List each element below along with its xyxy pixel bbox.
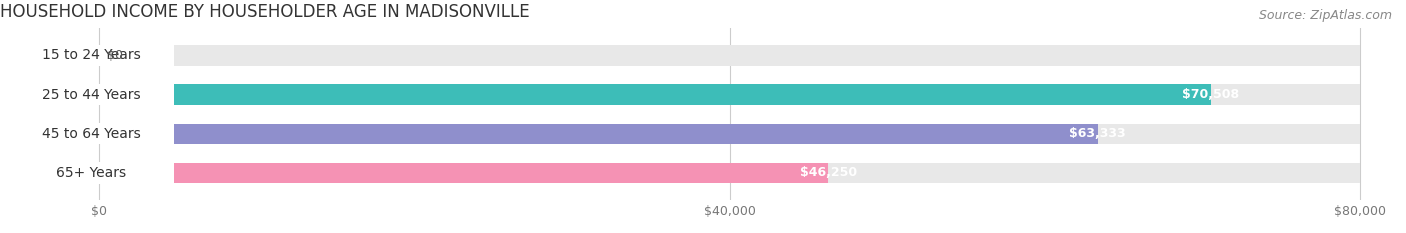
Text: 25 to 44 Years: 25 to 44 Years <box>42 88 141 102</box>
Bar <box>100 45 1361 65</box>
Bar <box>100 123 1098 144</box>
Text: 45 to 64 Years: 45 to 64 Years <box>42 127 141 141</box>
Bar <box>100 163 828 183</box>
Text: 65+ Years: 65+ Years <box>56 166 127 180</box>
Text: $63,333: $63,333 <box>1070 127 1126 140</box>
Text: $46,250: $46,250 <box>800 166 856 179</box>
Bar <box>100 84 1361 105</box>
Bar <box>8 84 174 105</box>
Bar <box>100 163 1361 183</box>
Bar <box>8 123 174 144</box>
Text: HOUSEHOLD INCOME BY HOUSEHOLDER AGE IN MADISONVILLE: HOUSEHOLD INCOME BY HOUSEHOLDER AGE IN M… <box>0 3 530 21</box>
Bar <box>8 45 174 66</box>
Text: Source: ZipAtlas.com: Source: ZipAtlas.com <box>1258 9 1392 22</box>
Bar <box>100 123 1361 144</box>
Text: 15 to 24 Years: 15 to 24 Years <box>42 48 141 62</box>
Bar <box>100 84 1211 105</box>
Text: $0: $0 <box>107 49 124 62</box>
Text: $70,508: $70,508 <box>1182 88 1239 101</box>
Bar <box>8 162 174 184</box>
